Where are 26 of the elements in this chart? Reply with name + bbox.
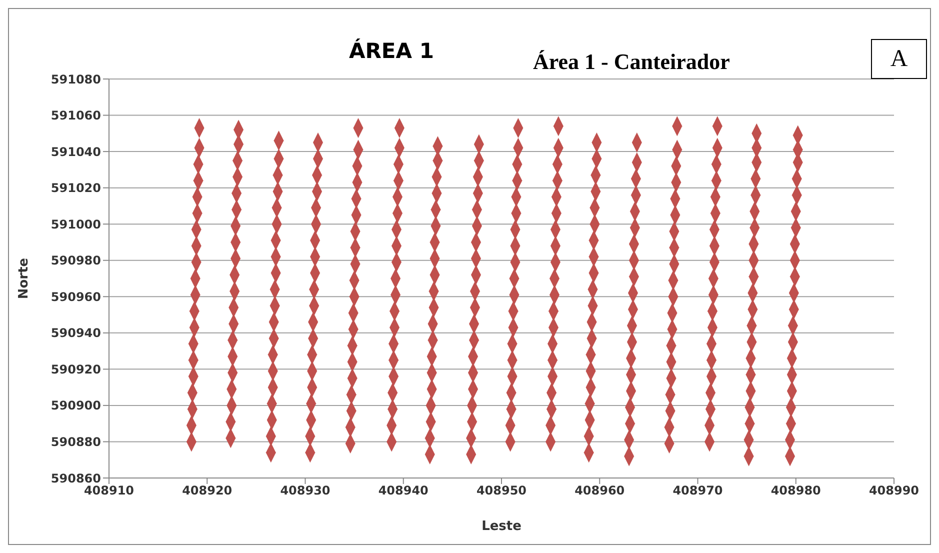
letter-box: A xyxy=(871,39,927,79)
x-tick-label: 408950 xyxy=(476,484,527,498)
x-tick-label: 408970 xyxy=(672,484,723,498)
y-tick-label: 590860 xyxy=(50,471,101,486)
x-tick-label: 408990 xyxy=(868,484,920,498)
y-tick-label: 590940 xyxy=(50,326,101,340)
x-tick-label: 408960 xyxy=(574,484,625,498)
x-tick-label: 408940 xyxy=(378,484,428,498)
x-tick-label: 408930 xyxy=(280,484,330,498)
chart-title: ÁREA 1 xyxy=(349,39,434,63)
y-tick-label: 590980 xyxy=(50,254,101,268)
y-tick-label: 591080 xyxy=(50,72,101,86)
y-tick-label: 591060 xyxy=(50,108,101,123)
y-tick-label: 590900 xyxy=(50,398,101,413)
y-tick-label: 591020 xyxy=(50,181,101,196)
x-tick-label: 408920 xyxy=(182,484,232,498)
x-tick-label: 408910 xyxy=(84,484,134,498)
x-tick-label: 408980 xyxy=(770,484,821,498)
x-axis-title: Leste xyxy=(482,519,522,534)
y-tick-label: 591000 xyxy=(50,217,101,232)
y-tick-label: 590920 xyxy=(50,362,101,376)
y-tick-label: 590880 xyxy=(50,434,101,449)
text: Área 1 - Canteirador xyxy=(533,49,730,75)
y-tick-label: 591040 xyxy=(50,144,101,159)
y-axis-title: Norte xyxy=(16,258,32,300)
y-tick-label: 590960 xyxy=(50,290,101,304)
